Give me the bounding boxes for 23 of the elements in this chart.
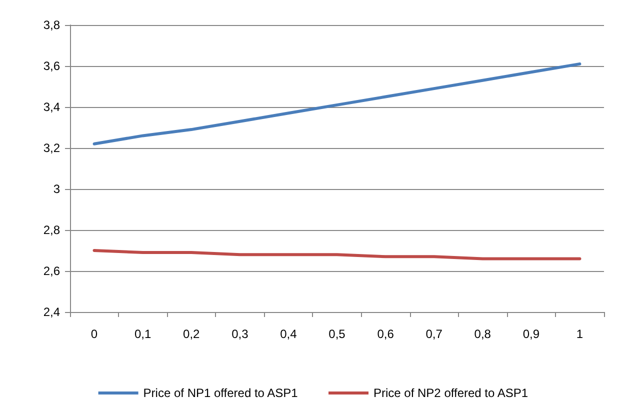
x-tick-label: 0,6 xyxy=(377,327,394,341)
x-tick-label: 0,2 xyxy=(183,327,200,341)
y-tick-label: 3,4 xyxy=(43,100,60,114)
legend-label: Price of NP2 offered to ASP1 xyxy=(374,386,528,400)
y-tick-label: 3,2 xyxy=(43,141,60,155)
y-tick-label: 2,6 xyxy=(43,264,60,278)
x-tick-label: 0,9 xyxy=(522,327,540,341)
x-tick-label: 0 xyxy=(90,327,98,341)
x-tick-label: 0,8 xyxy=(474,327,492,341)
y-tick-label: 3,6 xyxy=(43,59,60,73)
y-tick-label: 2,8 xyxy=(43,223,60,237)
x-tick-label: 1 xyxy=(576,327,584,341)
x-tick-label: 0,7 xyxy=(426,327,443,341)
line-series xyxy=(92,62,582,146)
line-series xyxy=(92,249,582,260)
y-tick-label: 3 xyxy=(53,182,60,196)
x-tick-label: 0,4 xyxy=(280,327,298,341)
y-tick-label: 3,8 xyxy=(43,18,60,32)
x-tick-label: 0,3 xyxy=(232,327,249,341)
x-tick-label: 0,5 xyxy=(328,327,346,341)
y-tick-label: 2,4 xyxy=(43,305,60,319)
legend-label: Price of NP1 offered to ASP1 xyxy=(143,386,298,400)
x-tick-label: 0,1 xyxy=(134,327,152,341)
